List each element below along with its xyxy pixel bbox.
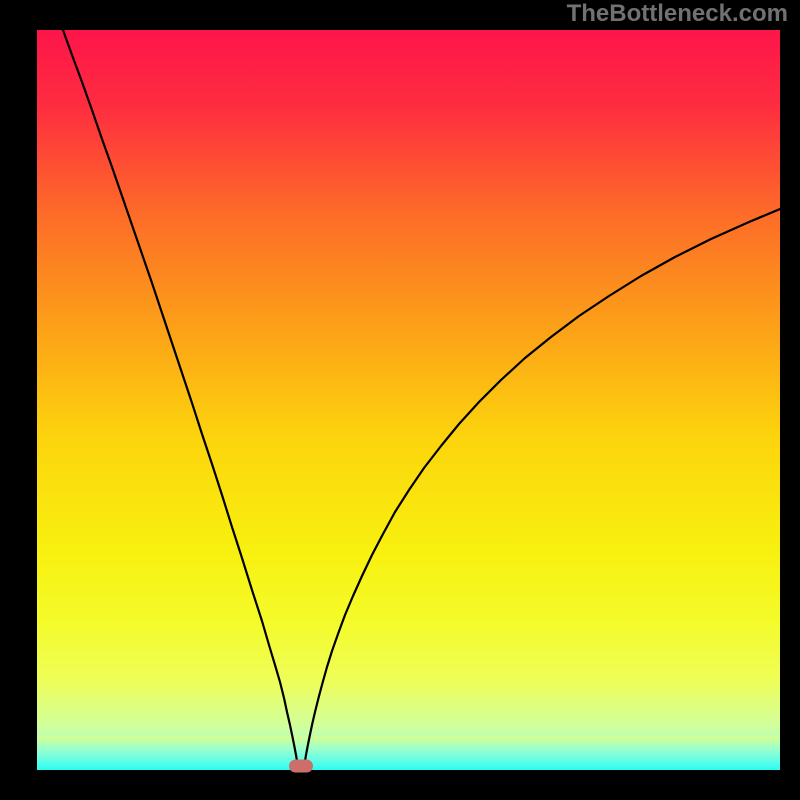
plot-area <box>37 30 780 770</box>
chart-frame: TheBottleneck.com <box>0 0 800 800</box>
attribution-text: TheBottleneck.com <box>567 0 788 28</box>
bottleneck-curve <box>37 30 780 770</box>
optimal-point-marker <box>289 760 313 773</box>
curve-path <box>63 30 780 770</box>
